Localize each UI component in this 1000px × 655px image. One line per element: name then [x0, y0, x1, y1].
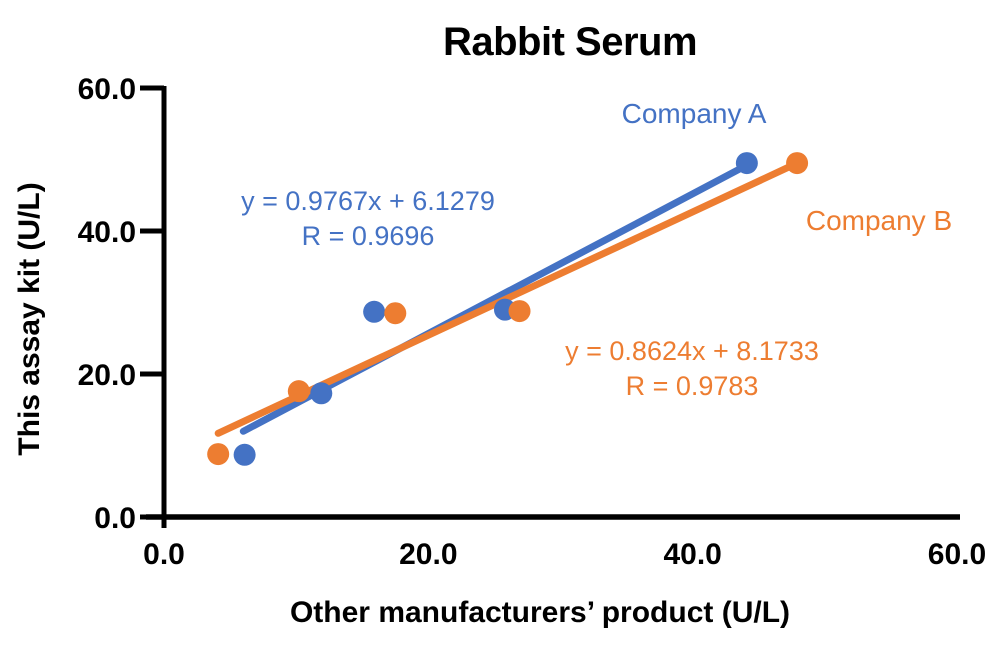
company-b-point — [207, 443, 230, 466]
company-b-point — [384, 302, 407, 325]
company-b-point — [287, 380, 310, 403]
company-b-point — [786, 152, 809, 175]
company-b-series-label: Company B — [805, 205, 953, 236]
company-a-equation: y = 0.9767x + 6.1279 — [241, 186, 495, 216]
company-b-equation-block: y = 0.8624x + 8.1733 R = 0.9783 — [565, 334, 819, 404]
company-a-equation-block: y = 0.9767x + 6.1279 R = 0.9696 — [241, 184, 495, 254]
company-a-point — [233, 443, 256, 466]
company-a-series-label: Company A — [621, 98, 767, 129]
y-tick-label: 40.0 — [78, 216, 136, 249]
company-a-point — [735, 152, 758, 175]
company-a-r-value: R = 0.9696 — [301, 221, 435, 251]
company-a-point — [363, 300, 386, 323]
x-tick-label: 0.0 — [143, 538, 185, 571]
y-tick-label: 60.0 — [78, 73, 136, 106]
chart-title: Rabbit Serum — [442, 20, 698, 64]
x-tick-label: 60.0 — [928, 538, 986, 571]
x-axis-title: Other manufacturers’ product (U/L) — [289, 596, 791, 629]
company-a-point — [310, 382, 333, 405]
x-tick-label: 40.0 — [663, 538, 721, 571]
company-b-r-value: R = 0.9783 — [625, 371, 759, 401]
y-axis-title: This assay kit (U/L) — [13, 182, 46, 456]
company-b-point — [508, 300, 531, 323]
company-b-equation: y = 0.8624x + 8.1733 — [565, 336, 819, 366]
y-tick-label: 0.0 — [94, 502, 136, 535]
y-tick-label: 20.0 — [78, 359, 136, 392]
x-tick-label: 20.0 — [399, 538, 457, 571]
